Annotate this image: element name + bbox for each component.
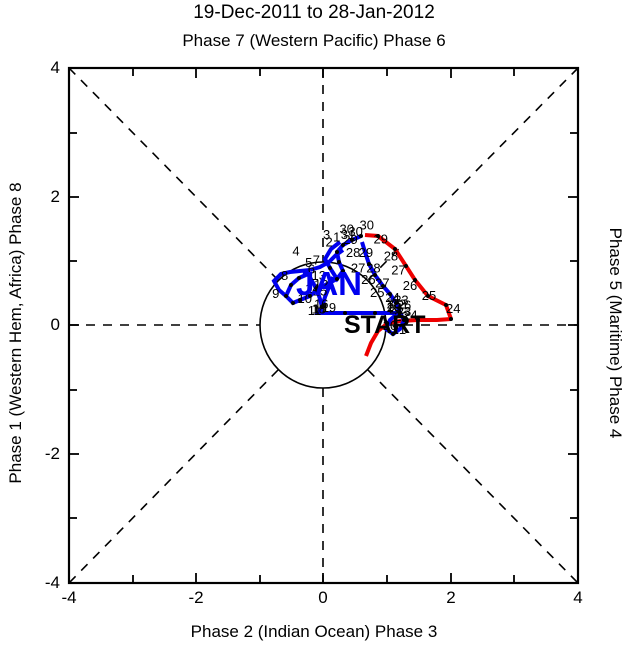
x-axis-label: Phase 2 (Indian Ocean) Phase 3 (190, 622, 438, 641)
start-annotation: START (344, 311, 425, 339)
day-label: 3 (323, 227, 330, 242)
day-label: 28 (384, 248, 398, 263)
day-label: 25 (387, 296, 401, 311)
day-label: 22 (392, 296, 406, 311)
day-label: 1 (333, 229, 340, 244)
day-label: 7 (313, 253, 320, 268)
day-marker-dots (284, 234, 453, 336)
day-label: 24 (403, 307, 417, 322)
y-tick-label: 2 (50, 187, 60, 206)
day-label: 26 (403, 278, 417, 293)
x-tick-label: 2 (446, 588, 456, 607)
day-label: 14 (305, 281, 319, 296)
day-label: 23 (397, 304, 411, 319)
day-label: 27 (391, 262, 405, 277)
day-label: 23 (394, 293, 408, 308)
x-tick-label: 4 (573, 588, 583, 607)
y-tick-label: -4 (44, 573, 60, 592)
day-label: 11 (308, 303, 322, 318)
x-tick-label: -2 (188, 588, 204, 607)
y-tick-label: -2 (44, 444, 60, 463)
day-label: 8 (281, 268, 288, 283)
day-label: 19 (387, 299, 401, 314)
day-label: 30 (360, 217, 374, 232)
day-label: 26 (361, 272, 375, 287)
y-tick-label: 4 (50, 58, 60, 77)
day-label: 29 (374, 232, 388, 247)
day-label: 2 (326, 235, 333, 250)
day-label: 31 (341, 227, 355, 242)
day-label: 15 (313, 284, 327, 299)
month-annotation-jan: JAN (296, 265, 362, 302)
day-label: 4 (292, 244, 299, 259)
day-label: 9 (272, 286, 279, 301)
day-label: 27 (375, 276, 389, 291)
day-label: 29 (343, 232, 357, 247)
day-label: 6 (308, 262, 315, 277)
day-label: 20 (383, 318, 397, 333)
chart-subtitle: Phase 7 (Western Pacific) Phase 6 (182, 31, 446, 50)
day-label: 22 (394, 309, 408, 324)
day-label: 27 (351, 260, 365, 275)
day-label: 5 (305, 255, 312, 270)
day-label: 21 (392, 322, 406, 337)
day-label: 25 (370, 285, 384, 300)
x-tick-label: 0 (318, 588, 328, 607)
y-tick-label: 0 (50, 315, 60, 334)
day-label: 19 (322, 300, 336, 315)
day-label: 30 (340, 222, 354, 237)
day-label: 24 (446, 301, 460, 316)
day-label: 28 (346, 245, 360, 260)
day-label: 29 (359, 245, 373, 260)
day-label: 10 (298, 291, 312, 306)
day-label: 18 (312, 302, 326, 317)
day-label: 20 (387, 300, 401, 315)
day-label: 24 (385, 290, 399, 305)
january-track-red (364, 233, 453, 357)
day-label: 16 (314, 296, 328, 311)
day-label: 25 (422, 288, 436, 303)
x-tick-label: -4 (61, 588, 77, 607)
day-label: 26 (397, 298, 411, 313)
day-label: 28 (366, 260, 380, 275)
octant-dashed-lines (68, 67, 579, 584)
day-label: 12 (314, 277, 328, 292)
day-label: 30 (348, 224, 362, 239)
day-label: 17 (313, 302, 327, 317)
chart-title: 19-Dec-2011 to 28-Jan-2012 (193, 2, 435, 23)
day-label: 13 (312, 268, 326, 283)
day-label: 21 (389, 302, 403, 317)
